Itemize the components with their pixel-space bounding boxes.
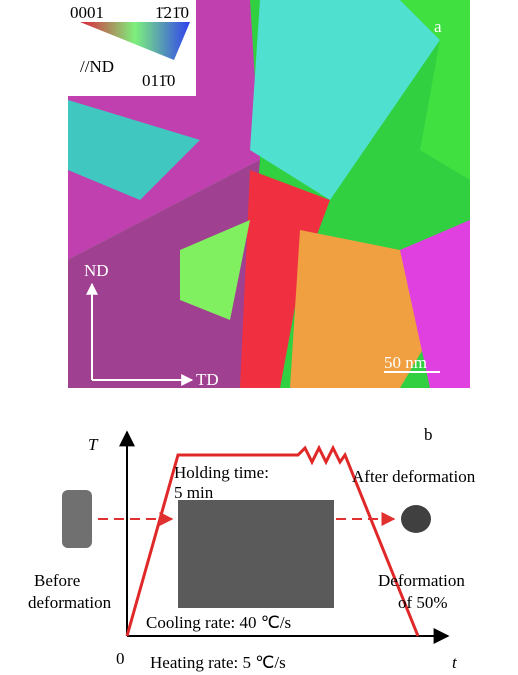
heating-label: Heating rate: 5 ℃/s bbox=[150, 653, 286, 672]
axis-label: T bbox=[88, 435, 99, 454]
apparatus-photo bbox=[178, 500, 334, 608]
legend-label: //ND bbox=[80, 57, 114, 76]
legend-label: 1̄21̄0 bbox=[155, 3, 189, 22]
origin-label: 0 bbox=[116, 649, 125, 668]
panel-label: b bbox=[424, 425, 433, 444]
legend-label: 011̄0 bbox=[142, 71, 175, 90]
scale-label: 50 nm bbox=[384, 353, 427, 372]
before-label: deformation bbox=[28, 593, 112, 612]
axis-label: TD bbox=[196, 370, 219, 389]
deformation-label: of 50% bbox=[398, 593, 448, 612]
before-label: Before bbox=[34, 571, 80, 590]
cooling-label: Cooling rate: 40 ℃/s bbox=[146, 613, 291, 632]
after-label: After deformation bbox=[352, 467, 476, 486]
ipf-legend: 0001 1̄21̄0 //ND 011̄0 bbox=[68, 0, 196, 96]
holding-label: 5 min bbox=[174, 483, 214, 502]
holding-label: Holding time: bbox=[174, 463, 269, 482]
deformation-label: Deformation bbox=[378, 571, 465, 590]
figure: 0001 1̄21̄0 //ND 011̄0 a ND TD 50 nm b T… bbox=[0, 0, 518, 675]
axis-label: t bbox=[452, 653, 458, 672]
panel-label: a bbox=[434, 17, 442, 36]
sample-after bbox=[401, 505, 431, 533]
axis-label: ND bbox=[84, 261, 109, 280]
legend-label: 0001 bbox=[70, 3, 104, 22]
sample-before bbox=[62, 490, 92, 548]
